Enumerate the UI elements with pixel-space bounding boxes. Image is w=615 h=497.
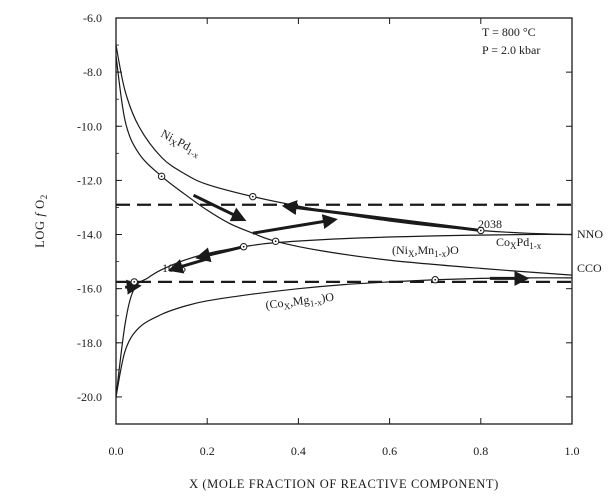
- x-axis-title: X (MOLE FRACTION OF REACTIVE COMPONENT): [189, 477, 499, 491]
- reference-label-1055: 1055: [162, 261, 186, 275]
- series-label-comgo: (CoX,Mg1-x)O: [265, 290, 336, 314]
- reaction-arrow: [281, 200, 481, 232]
- data-point-center: [242, 245, 245, 248]
- data-point-center: [160, 175, 163, 178]
- x-tick-label: 0.4: [291, 444, 306, 458]
- data-point-center: [434, 278, 437, 281]
- reaction-arrow: [167, 257, 208, 274]
- series-line-3: [115, 277, 573, 398]
- plot-frame: [115, 17, 573, 425]
- data-point-center: [251, 195, 254, 198]
- x-tick-labels: 0.0 0.2 0.4 0.6 0.8 1.0: [109, 444, 580, 458]
- condition-temperature: T = 800 °C: [482, 25, 536, 39]
- series-label-nixpd: NiXPd1-x: [158, 126, 204, 161]
- reaction-arrow: [195, 245, 245, 263]
- buffer-label-cco: CCO: [577, 261, 602, 275]
- reference-label-2038: 2038: [478, 217, 502, 231]
- reference-lines: [116, 203, 572, 283]
- data-point-center: [479, 229, 482, 232]
- series-curves: [115, 44, 573, 398]
- x-tick-label: 0.6: [382, 444, 397, 458]
- y-tick-label: -8.0: [83, 65, 102, 79]
- x-tick-label: 0.0: [109, 444, 124, 458]
- y-tick-label: -6.0: [83, 11, 102, 25]
- reaction-arrow: [252, 214, 338, 235]
- data-markers: [130, 172, 485, 286]
- y-tick-label: -10.0: [77, 119, 102, 133]
- x-tick-label: 0.2: [200, 444, 215, 458]
- y-tick-label: -16.0: [77, 282, 102, 296]
- series-label-coxpd: CoXPd1-x: [496, 235, 542, 251]
- series-line-1: [115, 55, 573, 276]
- axis-ticks: [115, 17, 573, 425]
- y-tick-label: -20.0: [77, 390, 102, 404]
- data-point-center: [274, 240, 277, 243]
- y-tick-label: -12.0: [77, 173, 102, 187]
- y-axis-title: LOG f O2: [33, 194, 49, 248]
- y-tick-label: -14.0: [77, 228, 102, 242]
- x-tick-label: 0.8: [473, 444, 488, 458]
- x-tick-label: 1.0: [565, 444, 580, 458]
- reaction-arrow: [192, 193, 247, 222]
- series-line-2: [115, 233, 573, 398]
- reaction-arrow: [124, 279, 142, 295]
- condition-pressure: P = 2.0 kbar: [482, 43, 540, 57]
- y-tick-label: -18.0: [77, 336, 102, 350]
- data-point-center: [133, 281, 136, 283]
- buffer-label-nno: NNO: [577, 227, 603, 241]
- series-label-nimno: (NiX,Mn1-x)O: [392, 243, 459, 259]
- y-tick-labels: -6.0 -8.0 -10.0 -12.0 -14.0 -16.0 -18.0 -20.0: [77, 11, 102, 404]
